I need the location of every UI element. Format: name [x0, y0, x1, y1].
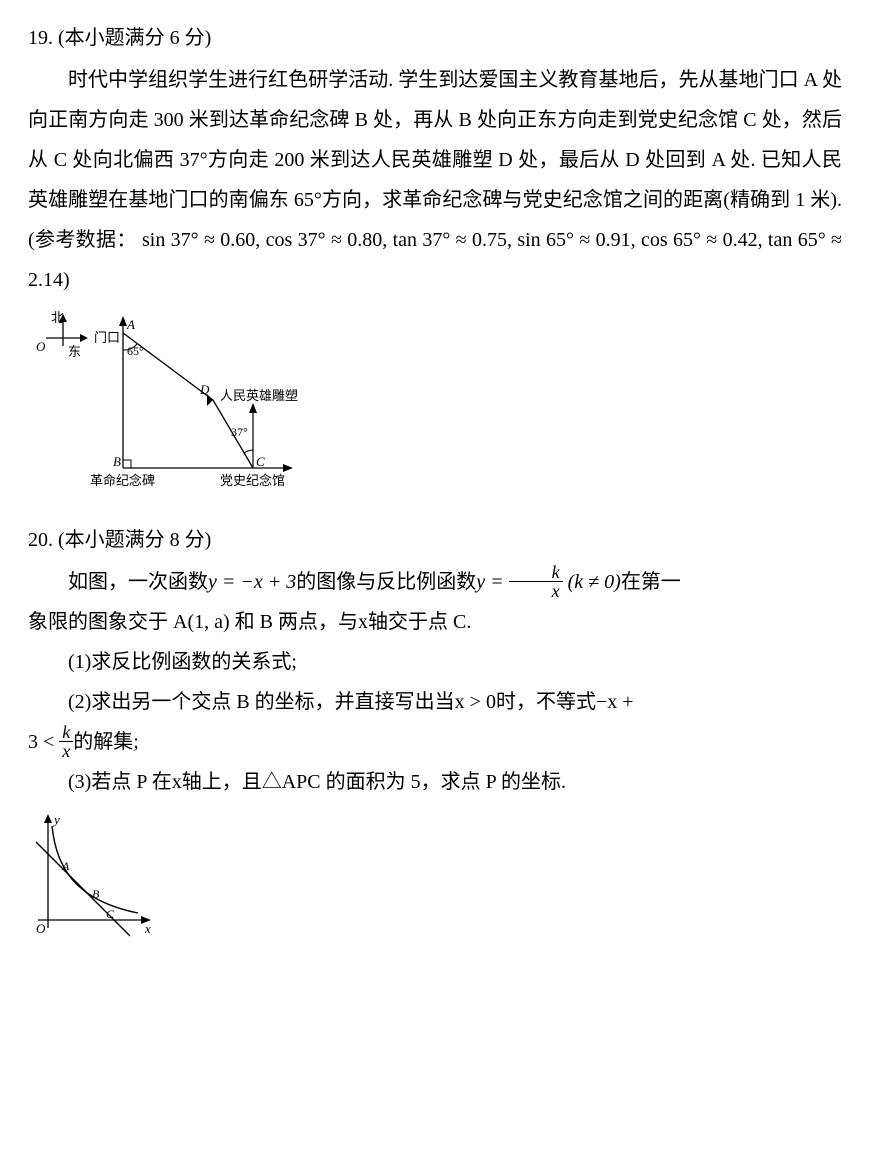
- label-x: x: [144, 921, 151, 936]
- intro-a: 如图，一次函数: [68, 571, 208, 593]
- intro-b: 的图像与反比例函数: [296, 571, 476, 593]
- label-O20: O: [36, 921, 46, 936]
- intro-eq1: y = −x + 3: [208, 571, 296, 593]
- problem-20-intro: 如图，一次函数y = −x + 3的图像与反比例函数y = kx (k ≠ 0)…: [28, 562, 842, 642]
- part2-frac-den: x: [59, 742, 73, 760]
- label-B: B: [113, 454, 121, 469]
- label-east: 东: [68, 344, 81, 359]
- label-gate: 门口: [94, 330, 120, 345]
- problem-20-part3: (3)若点 P 在x轴上，且△APC 的面积为 5，求点 P 的坐标.: [28, 762, 842, 802]
- label-C: C: [256, 454, 265, 469]
- problem-20-part1: (1)求反比例函数的关系式;: [28, 642, 842, 682]
- label-y: y: [52, 812, 60, 827]
- intro-frac: kx: [509, 563, 563, 600]
- part2b-suffix: 的解集;: [73, 731, 139, 753]
- problem-20-part2: (2)求出另一个交点 B 的坐标，并直接写出当x > 0时，不等式−x + 3 …: [28, 682, 842, 762]
- label-monument: 革命纪念碑: [90, 473, 155, 488]
- intro-line2: 象限的图象交于 A(1, a) 和 B 两点，与x轴交于点 C.: [28, 602, 842, 642]
- problem-19: 19. (本小题满分 6 分) 时代中学组织学生进行红色研学活动. 学生到达爱国…: [28, 18, 842, 508]
- intro-eq2a: y =: [476, 571, 508, 593]
- part2-frac-num: k: [59, 723, 73, 742]
- problem-19-diagram: 北 O 东 门口 A 65°: [28, 308, 842, 508]
- problem-20: 20. (本小题满分 8 分) 如图，一次函数y = −x + 3的图像与反比例…: [28, 520, 842, 940]
- label-O: O: [36, 339, 46, 354]
- label-A20: A: [61, 859, 70, 873]
- label-north: 北: [51, 310, 64, 325]
- part2b-prefix: 3 <: [28, 731, 59, 753]
- intro-frac-num: k: [509, 563, 563, 582]
- intro-c: 在第一: [621, 571, 681, 593]
- diagram-20-svg: y x O A B C: [28, 810, 158, 940]
- problem-19-header: 19. (本小题满分 6 分): [28, 18, 842, 58]
- diagram-19-svg: 北 O 东 门口 A 65°: [28, 308, 308, 508]
- part2-frac: kx: [59, 723, 73, 760]
- problem-20-diagram: y x O A B C: [28, 810, 842, 940]
- label-B20: B: [92, 887, 100, 901]
- problem-20-header: 20. (本小题满分 8 分): [28, 520, 842, 560]
- label-C20: C: [106, 907, 115, 921]
- label-D: D: [199, 382, 210, 397]
- intro-eq2b: (k ≠ 0): [568, 571, 621, 593]
- label-A: A: [126, 317, 135, 332]
- label-angleC: 37°: [231, 425, 248, 439]
- label-statue: 人民英雄雕塑: [220, 388, 298, 403]
- label-museum: 党史纪念馆: [220, 473, 285, 488]
- part2-line1: (2)求出另一个交点 B 的坐标，并直接写出当x > 0时，不等式−x +: [28, 682, 842, 722]
- intro-frac-den: x: [509, 582, 563, 600]
- label-angleA: 65°: [127, 344, 144, 358]
- problem-19-body: 时代中学组织学生进行红色研学活动. 学生到达爱国主义教育基地后，先从基地门口 A…: [28, 60, 842, 300]
